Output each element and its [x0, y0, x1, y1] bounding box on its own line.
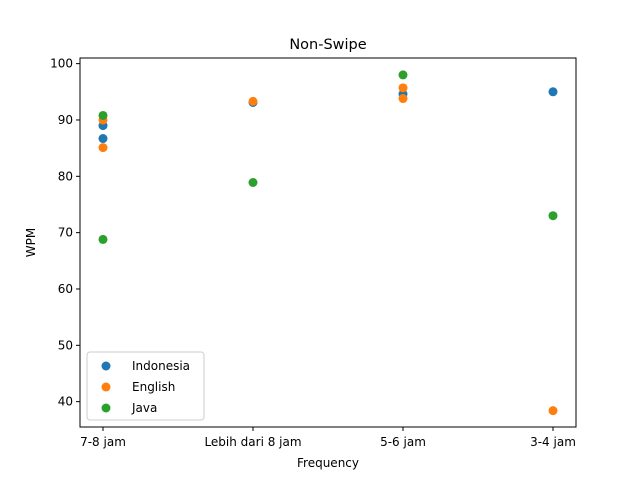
legend-marker-indonesia — [101, 361, 111, 371]
legend-box — [86, 351, 205, 421]
data-point-indonesia-4 — [548, 87, 558, 97]
x-axis: 7-8 jam Lebih dari 8 jam 5-6 jam 3-4 jam — [80, 427, 576, 449]
data-point-english-4 — [398, 94, 408, 104]
legend-label-java: Java — [131, 401, 157, 415]
data-point-english-3 — [398, 83, 408, 93]
y-tick-label: 60 — [58, 282, 73, 296]
y-axis: 40 50 60 70 80 90 100 — [50, 57, 80, 409]
y-tick-label: 50 — [58, 338, 73, 352]
plot-area — [98, 70, 558, 416]
x-tick-label: 7-8 jam — [80, 435, 126, 449]
data-point-indonesia-1 — [98, 134, 108, 144]
y-axis-label: WPM — [24, 228, 38, 257]
legend-marker-java — [101, 403, 111, 413]
legend-marker-english — [101, 382, 111, 392]
data-point-english-2 — [248, 96, 258, 106]
y-tick-label: 80 — [58, 169, 73, 183]
legend-label-english: English — [132, 380, 175, 394]
data-point-java-4 — [548, 211, 558, 221]
data-point-java-2 — [248, 178, 258, 188]
x-tick-label: 5-6 jam — [380, 435, 426, 449]
x-axis-label: Frequency — [297, 456, 359, 470]
x-tick-label: 3-4 jam — [530, 435, 576, 449]
plot-frame — [79, 57, 577, 428]
y-tick-label: 70 — [58, 226, 73, 240]
data-point-java-1 — [98, 234, 108, 244]
y-tick-label: 40 — [58, 395, 73, 409]
y-tick-label: 90 — [58, 113, 73, 127]
data-point-english-5 — [548, 406, 558, 416]
data-point-english-1 — [98, 143, 108, 153]
legend-label-indonesia: Indonesia — [132, 359, 190, 373]
x-tick-label: Lebih dari 8 jam — [204, 435, 301, 449]
chart-title: Non-Swipe — [289, 37, 366, 53]
y-tick-label: 100 — [50, 57, 73, 71]
data-point-java-3 — [398, 70, 408, 80]
legend: Indonesia English Java — [86, 351, 205, 421]
data-point-java-0 — [98, 110, 108, 120]
